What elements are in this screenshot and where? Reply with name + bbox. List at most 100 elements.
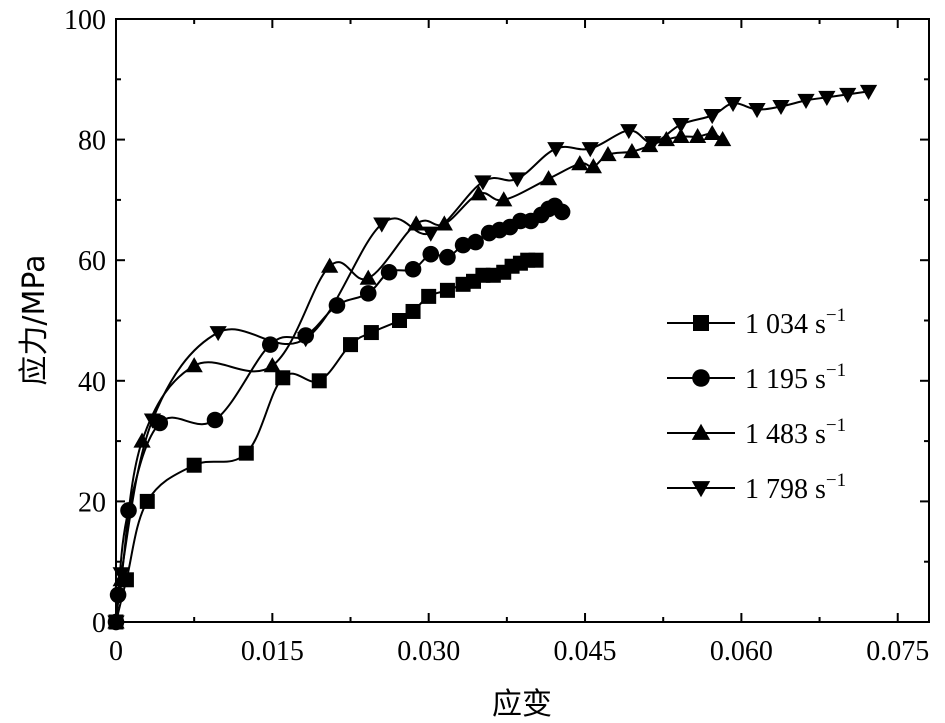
square-marker [405, 303, 421, 319]
y-tick-label: 0 [92, 608, 106, 639]
legend-label: 1 034 s−1 [745, 305, 846, 340]
x-axis-ticks: 0 0.015 0.030 0.045 0.060 0.075 [109, 19, 929, 667]
triangle-down-marker [703, 109, 721, 125]
legend-label: 1 483 s−1 [745, 415, 846, 450]
triangle-up-marker [470, 185, 488, 201]
circle-marker [467, 233, 484, 251]
triangle-down-marker [691, 481, 711, 498]
circle-marker [404, 260, 422, 278]
square-marker [528, 252, 544, 268]
square-marker [343, 337, 359, 353]
series-1 [108, 252, 544, 630]
y-tick-label: 40 [78, 367, 106, 398]
y-tick-label: 20 [78, 487, 106, 518]
x-tick-label: 0 [109, 636, 123, 667]
series-line [115, 132, 724, 623]
square-marker [392, 313, 408, 328]
y-axis-ticks: 0 20 40 60 80 100 [64, 5, 929, 639]
triangle-up-marker [688, 127, 707, 144]
legend-label-superscript: −1 [826, 360, 846, 381]
legend: 1 034 s−1 1 195 s−1 1 483 s−1 1 798 s−1 [667, 305, 846, 505]
triangle-down-marker [859, 84, 878, 100]
triangle-up-marker [691, 423, 711, 440]
circle-marker [328, 297, 346, 314]
triangle-up-marker [657, 130, 675, 147]
triangle-down-marker [297, 332, 315, 348]
legend-label-superscript: −1 [826, 470, 846, 491]
triangle-up-marker [713, 130, 732, 147]
square-marker [186, 457, 202, 473]
legend-item: 1 483 s−1 [667, 415, 846, 450]
triangle-up-marker [359, 269, 377, 285]
x-tick-label: 0.060 [710, 636, 773, 667]
triangle-down-marker [508, 172, 526, 188]
triangle-down-marker [839, 87, 857, 103]
legend-label-superscript: −1 [826, 415, 846, 436]
x-axis-title: 应变 [492, 687, 552, 722]
triangle-down-marker [818, 90, 836, 107]
triangle-down-marker [797, 93, 815, 110]
triangle-down-marker [112, 567, 130, 583]
circle-marker [359, 285, 377, 302]
circle-marker [380, 263, 398, 281]
circle-marker [422, 245, 440, 263]
legend-item: 1 034 s−1 [667, 305, 846, 340]
triangle-down-marker [209, 326, 227, 342]
x-tick-label: 0.075 [866, 636, 929, 667]
triangle-down-marker [474, 175, 492, 191]
triangle-up-marker [571, 155, 589, 171]
triangle-up-marker [703, 124, 721, 141]
square-marker [238, 445, 254, 461]
triangle-up-marker [321, 257, 339, 273]
triangle-up-marker [584, 158, 603, 174]
circle-marker [261, 336, 279, 353]
circle-marker [454, 236, 472, 254]
legend-label-superscript: −1 [826, 305, 846, 326]
triangle-up-marker [263, 357, 281, 373]
circle-marker [206, 411, 224, 429]
circle-marker [439, 248, 456, 266]
y-tick-label: 60 [78, 246, 106, 277]
square-marker [439, 282, 455, 298]
triangle-down-marker [672, 118, 690, 134]
y-axis-title: 应力/MPa [17, 254, 52, 385]
legend-item: 1 798 s−1 [667, 470, 846, 505]
triangle-down-marker [107, 615, 125, 631]
series-3 [107, 124, 732, 629]
legend-label: 1 195 s−1 [745, 360, 846, 395]
triangle-up-marker [539, 170, 558, 186]
triangle-down-marker [772, 99, 790, 116]
triangle-down-marker [581, 142, 599, 158]
square-marker [421, 288, 437, 304]
square-marker [693, 315, 709, 331]
y-tick-label: 100 [64, 5, 106, 36]
triangle-up-marker [623, 143, 641, 159]
legend-item: 1 195 s−1 [667, 360, 846, 395]
triangle-down-marker [373, 217, 391, 233]
triangle-down-marker [724, 96, 742, 113]
triangle-up-marker [599, 146, 617, 162]
triangle-up-marker [495, 191, 513, 207]
triangle-down-marker [422, 226, 440, 242]
triangle-up-marker [133, 432, 151, 448]
x-tick-label: 0.015 [241, 636, 304, 667]
series-layer [107, 84, 878, 631]
square-marker [139, 493, 155, 509]
series-4 [107, 84, 878, 631]
square-marker [363, 325, 379, 341]
series-line [115, 90, 869, 623]
triangle-up-marker [185, 357, 203, 373]
triangle-up-marker [407, 215, 425, 231]
square-marker [275, 370, 291, 386]
triangle-up-marker [672, 127, 690, 144]
circle-marker [692, 369, 710, 387]
square-marker [311, 373, 327, 389]
triangle-down-marker [644, 136, 662, 152]
x-tick-label: 0.030 [397, 636, 460, 667]
y-tick-label: 80 [78, 126, 106, 157]
triangle-down-marker [547, 142, 565, 158]
legend-label: 1 798 s−1 [745, 470, 846, 505]
circle-marker [553, 203, 571, 221]
triangle-down-marker [620, 124, 638, 140]
